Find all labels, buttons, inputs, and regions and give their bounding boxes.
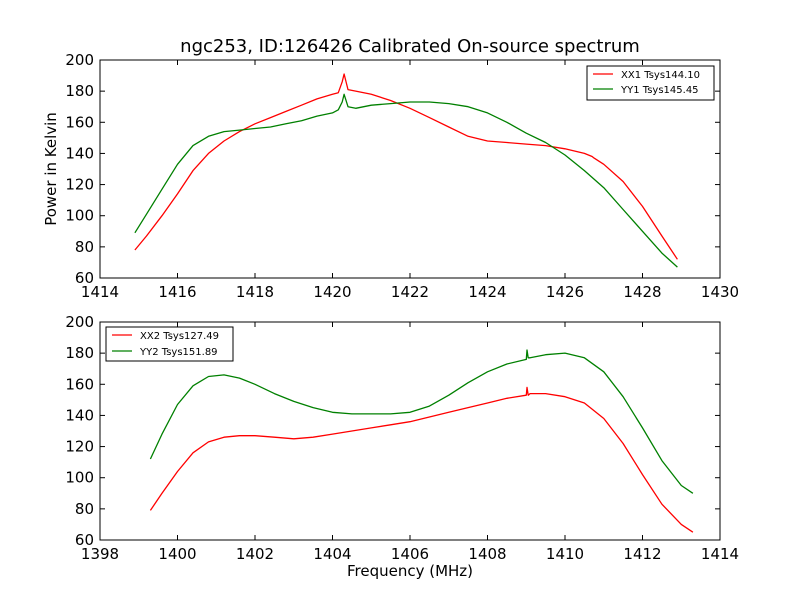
legend-label-yy1: YY1 Tsys145.45 — [620, 85, 699, 96]
top-y-tick-label: 120 — [65, 176, 94, 194]
top-x-tick-label: 1426 — [546, 283, 584, 301]
bottom-x-tick-label: 1402 — [236, 545, 274, 563]
top-y-tick-label: 200 — [65, 51, 94, 69]
bottom-x-tick-label: 1410 — [546, 545, 584, 563]
bottom-x-tick-label: 1404 — [313, 545, 351, 563]
chart-title: ngc253, ID:126426 Calibrated On-source s… — [180, 36, 640, 57]
top-x-tick-label: 1428 — [623, 283, 661, 301]
bottom-y-tick-label: 120 — [65, 438, 94, 456]
bottom-y-tick-label: 100 — [65, 469, 94, 487]
top-y-tick-label: 160 — [65, 113, 94, 131]
top-x-tick-label: 1420 — [313, 283, 351, 301]
top-panel: 1414 1416 1418 1420 1422 1424 1426 1428 1430 60 80… — [42, 51, 739, 301]
bottom-y-tick-label: 200 — [65, 313, 94, 331]
bottom-x-tick-label: 1406 — [391, 545, 429, 563]
bottom-x-tick-label: 1414 — [701, 545, 739, 563]
bottom-legend-box — [105, 326, 234, 362]
bottom-x-tick-label: 1408 — [468, 545, 506, 563]
top-legend-box — [586, 65, 715, 101]
legend-label-xx1: XX1 Tsys144.10 — [621, 70, 700, 81]
top-x-tick-label: 1430 — [701, 283, 739, 301]
bottom-series-line-1 — [149, 349, 694, 494]
top-y-tick-label: 180 — [65, 82, 94, 100]
bottom-x-tick-label: 1400 — [158, 545, 196, 563]
legend-label-yy2: YY2 Tsys151.89 — [139, 347, 218, 358]
top-legend: XX1 Tsys144.10 YY1 Tsys145.45 — [586, 65, 715, 101]
bottom-x-tick-label: 1398 — [81, 545, 119, 563]
top-x-tick-label: 1422 — [391, 283, 429, 301]
bottom-y-tick-label: 140 — [65, 406, 94, 424]
top-x-tick-label: 1414 — [81, 283, 119, 301]
bottom-panel: 1398 1400 1402 1404 1406 1408 1410 1412 1414 60 80… — [65, 313, 739, 580]
bottom-x-tick-label: 1412 — [623, 545, 661, 563]
top-y-tick-label: 100 — [65, 207, 94, 225]
top-series-line-1 — [134, 93, 678, 268]
bottom-y-tick-label: 180 — [65, 344, 94, 362]
top-x-tick-label: 1416 — [158, 283, 196, 301]
bottom-legend: XX2 Tsys127.49 YY2 Tsys151.89 — [105, 326, 234, 362]
legend-label-xx2: XX2 Tsys127.49 — [140, 331, 219, 342]
top-y-axis-label: Power in Kelvin — [42, 112, 60, 226]
top-x-tick-label: 1424 — [468, 283, 506, 301]
top-x-tick-label: 1418 — [236, 283, 274, 301]
top-y-tick-label: 60 — [75, 269, 94, 287]
bottom-y-tick-label: 160 — [65, 375, 94, 393]
bottom-y-tick-label: 60 — [75, 531, 94, 549]
top-y-tick-label: 80 — [75, 238, 94, 256]
x-axis-label: Frequency (MHz) — [347, 562, 473, 580]
bottom-y-tick-label: 80 — [75, 500, 94, 518]
top-y-tick-label: 140 — [65, 144, 94, 162]
bottom-series-line-0 — [149, 386, 694, 533]
top-series-line-0 — [134, 73, 678, 260]
